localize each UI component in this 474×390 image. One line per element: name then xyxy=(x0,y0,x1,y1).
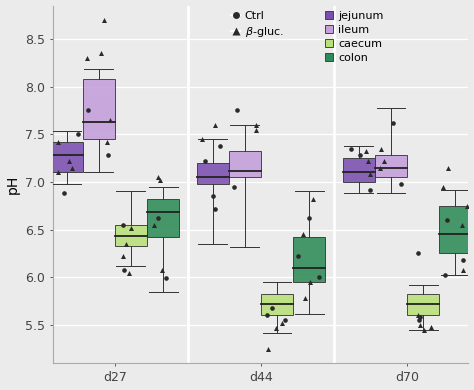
Point xyxy=(98,50,105,56)
Point xyxy=(252,126,260,133)
Point xyxy=(315,274,323,280)
Point xyxy=(365,158,372,164)
Point xyxy=(103,139,110,145)
Bar xyxy=(439,206,471,254)
Point xyxy=(154,215,162,221)
Point xyxy=(376,165,383,171)
Point xyxy=(459,266,467,273)
Point xyxy=(428,324,435,330)
Point xyxy=(420,326,428,333)
Point xyxy=(310,196,317,202)
Bar xyxy=(197,163,229,184)
Point xyxy=(356,152,364,158)
Point xyxy=(83,55,91,61)
Point xyxy=(216,143,223,149)
Point xyxy=(198,136,205,142)
Point xyxy=(347,145,355,152)
Point xyxy=(305,215,313,221)
Point xyxy=(74,131,82,137)
Point xyxy=(211,122,219,128)
Point xyxy=(210,193,217,199)
Point xyxy=(272,325,279,331)
Bar xyxy=(115,225,147,246)
Bar xyxy=(147,199,179,237)
Point xyxy=(211,206,219,212)
Bar xyxy=(375,155,407,177)
Point xyxy=(55,139,62,145)
Point xyxy=(294,253,301,259)
Point xyxy=(107,117,114,123)
Point xyxy=(458,222,466,228)
Point xyxy=(230,184,238,190)
Point xyxy=(366,171,374,177)
Bar xyxy=(51,142,82,172)
Point xyxy=(398,181,405,187)
Point xyxy=(158,266,166,273)
Point xyxy=(55,169,62,176)
Point xyxy=(301,295,309,301)
Point xyxy=(84,107,92,113)
Point xyxy=(268,305,276,311)
Point xyxy=(264,312,271,319)
Point xyxy=(459,257,466,263)
Point xyxy=(68,165,76,171)
Point xyxy=(122,241,130,247)
Point xyxy=(380,158,387,164)
Point xyxy=(150,222,158,228)
Point xyxy=(415,317,423,323)
Point xyxy=(65,158,73,164)
Point xyxy=(441,272,449,278)
Point xyxy=(253,122,260,128)
Point xyxy=(120,266,128,273)
Bar xyxy=(343,158,375,182)
Point xyxy=(201,158,209,164)
Point xyxy=(417,314,424,321)
Point xyxy=(156,177,164,183)
Point xyxy=(390,120,397,126)
Point xyxy=(154,174,162,180)
Point xyxy=(278,320,285,326)
Point xyxy=(444,165,452,171)
Point xyxy=(306,279,313,285)
Bar xyxy=(229,151,261,177)
Point xyxy=(281,317,288,323)
Bar xyxy=(82,79,115,139)
Point xyxy=(443,217,450,223)
Point xyxy=(60,190,67,197)
Point xyxy=(300,231,307,238)
Bar xyxy=(407,294,439,316)
Point xyxy=(126,269,133,276)
Point xyxy=(362,148,369,154)
Point xyxy=(104,152,111,158)
Point xyxy=(416,322,423,328)
Point xyxy=(119,253,127,259)
Point xyxy=(464,203,471,209)
Point xyxy=(162,275,170,281)
Legend: jejunum, ileum, caecum, colon: jejunum, ileum, caecum, colon xyxy=(325,11,383,63)
Point xyxy=(100,17,108,23)
Point xyxy=(377,145,385,152)
Point xyxy=(233,107,241,113)
Point xyxy=(366,186,374,193)
Bar xyxy=(261,294,293,316)
Point xyxy=(128,225,135,231)
Bar xyxy=(293,237,325,282)
Point xyxy=(119,222,127,228)
Point xyxy=(414,312,421,319)
Point xyxy=(439,184,447,190)
Y-axis label: pH: pH xyxy=(6,175,19,194)
Point xyxy=(264,346,272,352)
Point xyxy=(414,250,421,257)
